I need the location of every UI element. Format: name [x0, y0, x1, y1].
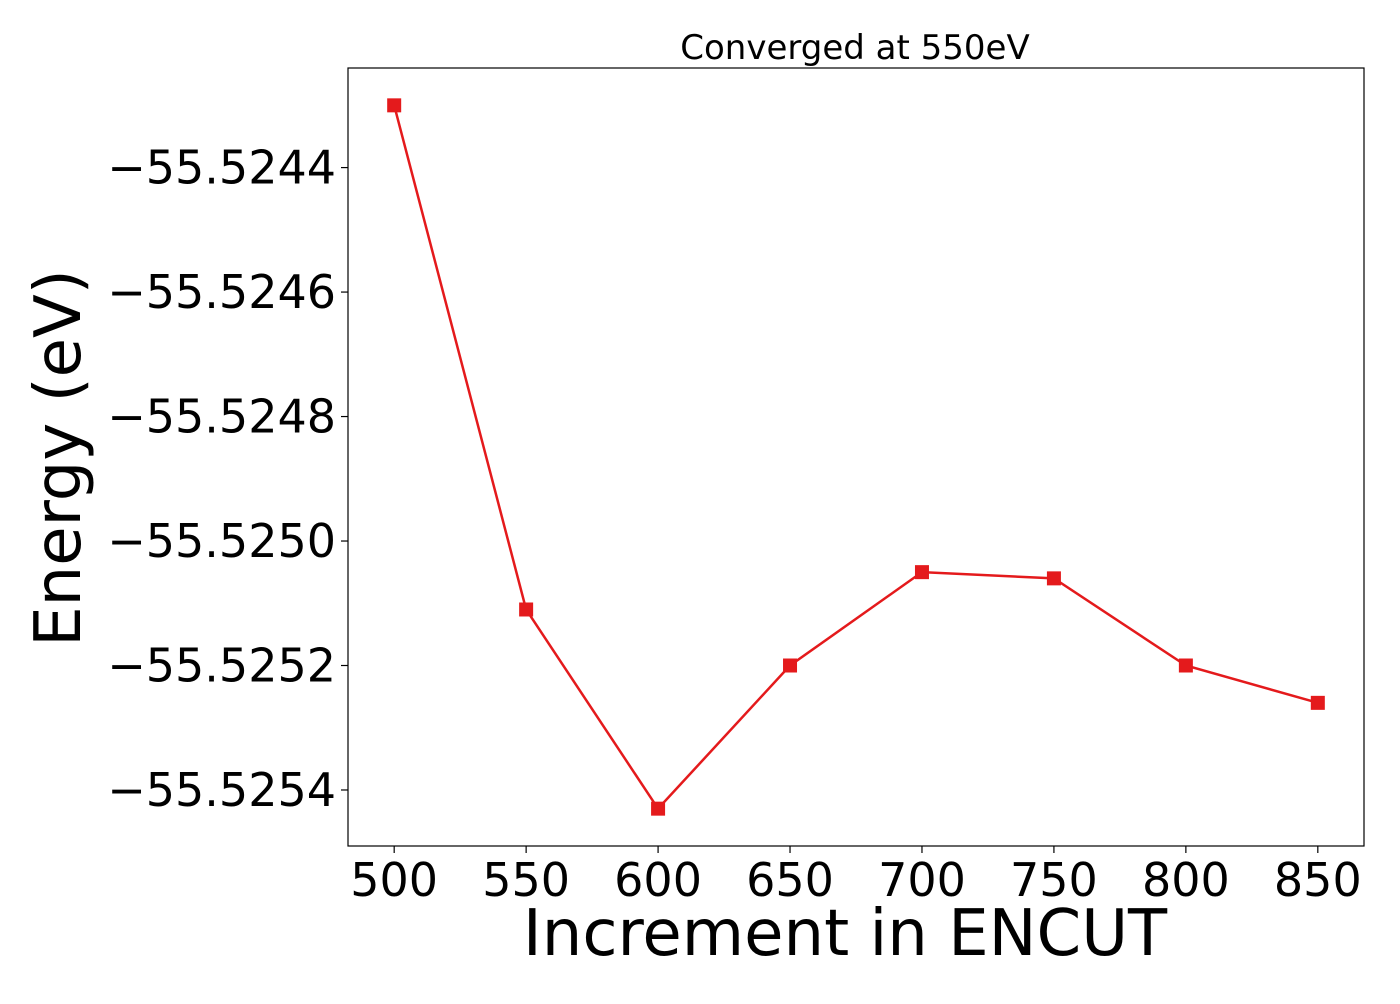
x-tick-label: 700 [878, 853, 966, 907]
plot-frame [347, 67, 1365, 847]
plot-area: 500 550 600 650 700 750 800 850 −55.5244 −55.5246… [107, 67, 1365, 907]
x-tick-label: 650 [746, 853, 834, 907]
data-point [1178, 658, 1193, 673]
data-point [914, 565, 929, 580]
data-point [1310, 695, 1325, 710]
data-point [1046, 571, 1061, 586]
data-point [519, 602, 534, 617]
y-tick-label: −55.5246 [107, 265, 336, 319]
x-tick-label: 850 [1274, 853, 1362, 907]
series-line [392, 105, 1319, 811]
y-tick-label: −55.5254 [107, 763, 336, 817]
x-tick-label: 800 [1142, 853, 1230, 907]
x-tick-label: 500 [350, 853, 438, 907]
chart-title: Converged at 550eV [680, 28, 1029, 68]
x-tick-label: 750 [1010, 853, 1098, 907]
data-point [783, 658, 798, 673]
y-tick-label: −55.5244 [107, 141, 336, 195]
y-tick-label: −55.5248 [107, 390, 336, 444]
x-tick-label: 600 [614, 853, 702, 907]
x-tick-label: 550 [482, 853, 570, 907]
y-tick-label: −55.5250 [107, 514, 336, 568]
x-axis-label: Increment in ENCUT [523, 897, 1168, 971]
y-axis-label: Energy (eV) [22, 269, 96, 647]
data-point [387, 98, 402, 113]
data-point [651, 801, 666, 816]
y-tick-label: −55.5252 [107, 639, 336, 693]
